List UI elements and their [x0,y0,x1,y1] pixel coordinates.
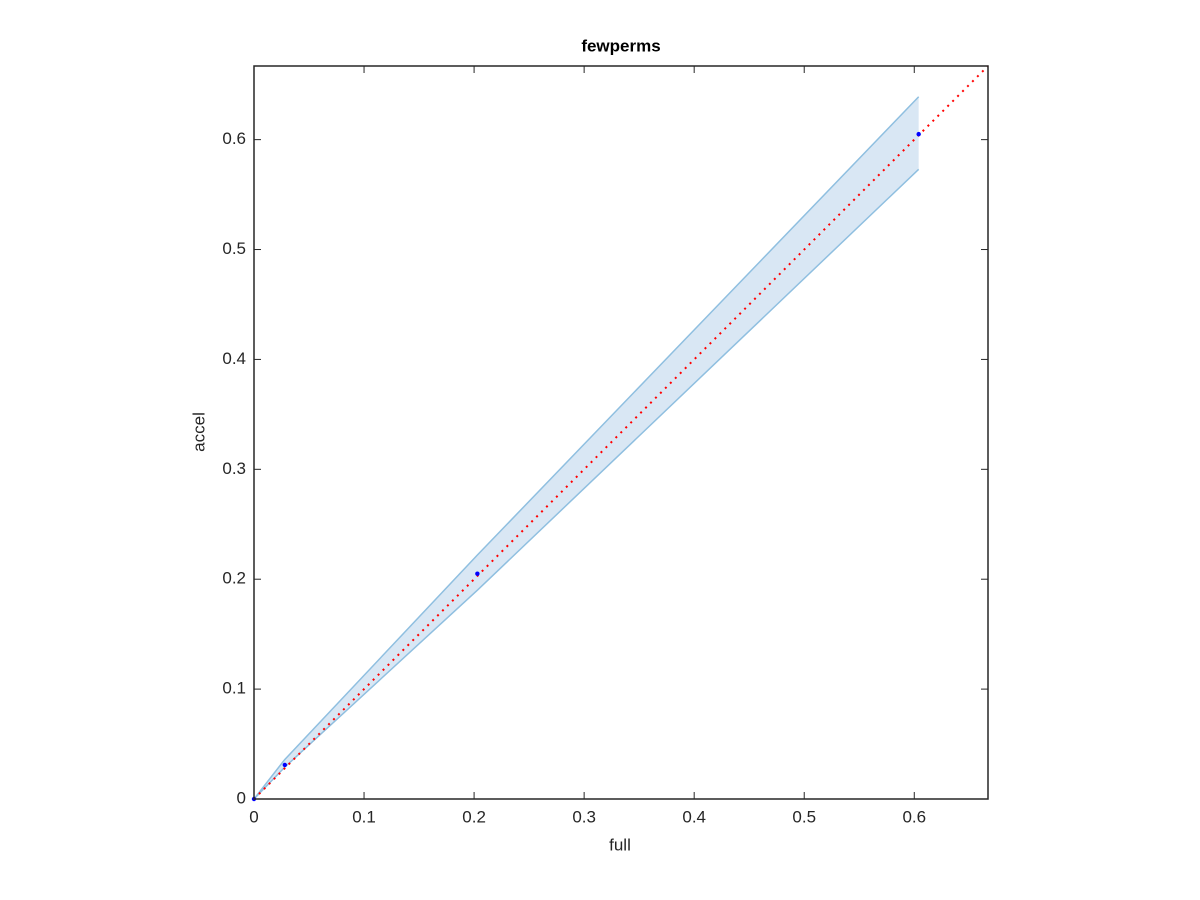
y-axis-label: accel [189,412,208,452]
x-tick-label: 0.6 [902,807,926,826]
x-tick-label: 0.4 [682,807,706,826]
chart-title: fewperms [581,36,660,55]
x-tick-label: 0.2 [462,807,486,826]
y-tick-label: 0.5 [222,239,246,258]
y-tick-label: 0.2 [222,569,246,588]
data-point [916,131,921,137]
y-tick-label: 0.3 [222,459,246,478]
y-tick-label: 0 [237,788,246,807]
confidence-band [254,96,919,799]
x-tick-label: 0.1 [352,807,376,826]
y-tick-label: 0.6 [222,129,246,148]
axes-box [253,65,989,800]
y-tick-label: 0.1 [222,679,246,698]
x-tick-label: 0 [249,807,258,826]
y-tick-label: 0.4 [222,349,246,368]
x-tick-label: 0.3 [572,807,596,826]
band-edge [253,96,920,800]
x-tick-label: 0.5 [792,807,816,826]
data-point [282,762,288,768]
x-axis-label: full [609,835,631,854]
reference-line [253,65,989,800]
data-point [475,571,480,576]
